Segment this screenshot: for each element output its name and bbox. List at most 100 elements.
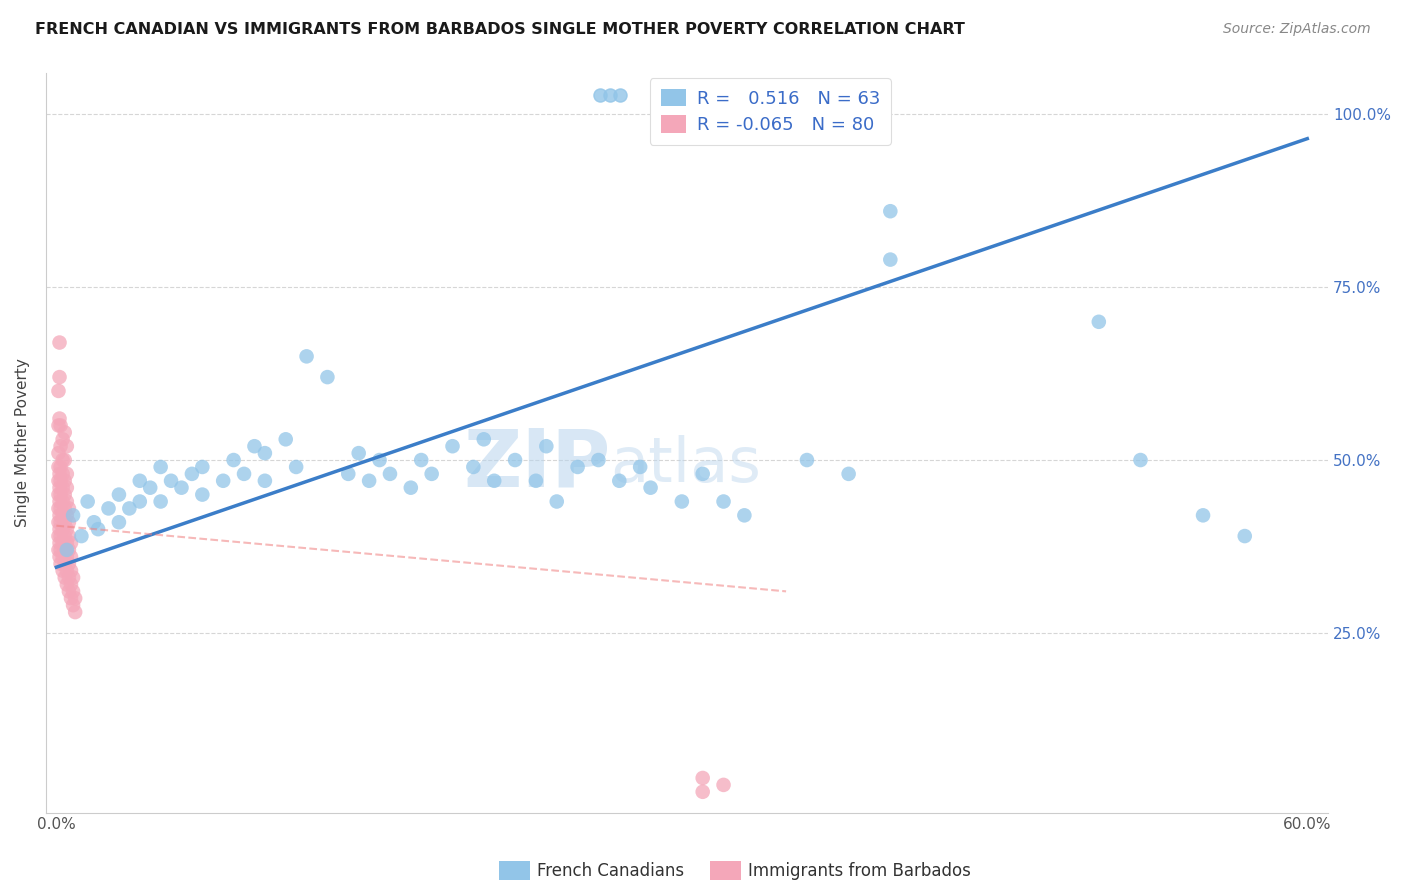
Point	[87, 522, 110, 536]
Point	[536, 439, 558, 453]
Point	[62, 598, 84, 612]
Point	[441, 439, 464, 453]
Point	[49, 459, 72, 474]
Point	[295, 350, 318, 364]
Point	[796, 453, 818, 467]
Point	[83, 515, 105, 529]
Point	[49, 439, 72, 453]
Point	[607, 474, 630, 488]
Point	[1088, 315, 1111, 329]
Point	[191, 459, 214, 474]
Point	[503, 453, 526, 467]
Point	[274, 432, 297, 446]
Point	[640, 481, 662, 495]
Point	[285, 459, 308, 474]
Point	[58, 515, 80, 529]
Point	[170, 481, 193, 495]
Point	[53, 570, 76, 584]
Point	[56, 508, 79, 523]
Point	[139, 481, 162, 495]
Point	[48, 529, 70, 543]
Point	[180, 467, 202, 481]
Point	[1192, 508, 1215, 523]
Point	[628, 459, 651, 474]
Point	[56, 522, 79, 536]
Point	[1129, 453, 1152, 467]
Point	[191, 487, 214, 501]
Point	[48, 549, 70, 564]
Point	[97, 501, 120, 516]
Point	[56, 481, 79, 495]
Point	[671, 494, 693, 508]
Point	[253, 474, 276, 488]
Point	[567, 459, 589, 474]
Point	[52, 549, 75, 564]
Point	[58, 501, 80, 516]
Text: FRENCH CANADIAN VS IMMIGRANTS FROM BARBADOS SINGLE MOTHER POVERTY CORRELATION CH: FRENCH CANADIAN VS IMMIGRANTS FROM BARBA…	[35, 22, 965, 37]
Point	[963, 128, 986, 143]
Point	[524, 474, 547, 488]
Point	[212, 474, 235, 488]
Point	[149, 494, 172, 508]
Point	[52, 467, 75, 481]
Point	[59, 549, 82, 564]
Point	[118, 501, 141, 516]
Point	[63, 591, 86, 606]
Point	[58, 584, 80, 599]
Y-axis label: Single Mother Poverty: Single Mother Poverty	[15, 359, 30, 527]
Point	[378, 467, 401, 481]
Point	[692, 771, 714, 785]
Point	[879, 252, 901, 267]
Point	[48, 384, 70, 398]
Point	[49, 501, 72, 516]
Point	[692, 467, 714, 481]
Point	[399, 481, 422, 495]
Point	[588, 453, 610, 467]
Point	[420, 467, 443, 481]
Point	[53, 474, 76, 488]
Point	[58, 529, 80, 543]
Point	[62, 584, 84, 599]
Point	[359, 474, 381, 488]
Point	[48, 501, 70, 516]
Point	[253, 446, 276, 460]
Point	[1233, 529, 1256, 543]
Point	[52, 536, 75, 550]
Point	[58, 570, 80, 584]
Point	[52, 481, 75, 495]
Point	[58, 557, 80, 571]
Point	[160, 474, 183, 488]
Point	[48, 494, 70, 508]
Point	[149, 459, 172, 474]
Point	[128, 494, 150, 508]
Point	[53, 529, 76, 543]
Point	[53, 515, 76, 529]
Point	[838, 467, 860, 481]
Point	[49, 418, 72, 433]
Point	[48, 370, 70, 384]
Point	[48, 411, 70, 425]
Point	[108, 515, 131, 529]
Point	[49, 529, 72, 543]
Point	[52, 494, 75, 508]
Point	[48, 446, 70, 460]
Point	[472, 432, 495, 446]
Point	[546, 494, 568, 508]
Point	[316, 370, 339, 384]
Point	[48, 474, 70, 488]
Point	[411, 453, 433, 467]
Point	[49, 487, 72, 501]
Point	[48, 508, 70, 523]
Point	[53, 425, 76, 440]
Point	[53, 487, 76, 501]
Point	[56, 549, 79, 564]
Point	[713, 778, 735, 792]
Point	[56, 494, 79, 508]
Point	[49, 515, 72, 529]
Point	[56, 467, 79, 481]
Point	[48, 542, 70, 557]
Point	[879, 204, 901, 219]
Point	[53, 501, 76, 516]
Point	[52, 522, 75, 536]
Point	[713, 494, 735, 508]
